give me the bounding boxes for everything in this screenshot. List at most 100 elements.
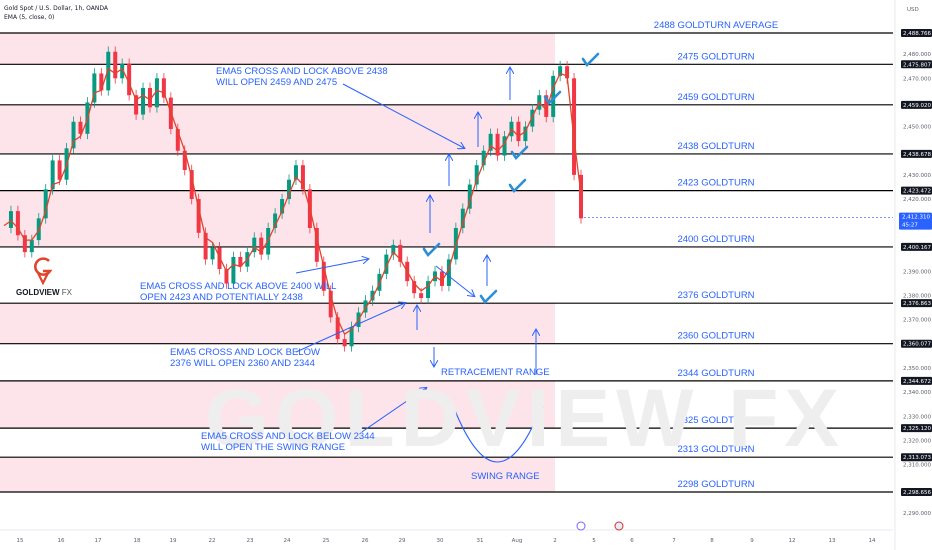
y-tick-11: 2,320.000: [903, 438, 931, 444]
y-tick-8: 2,350.000: [903, 366, 931, 372]
level-badge-text-6: 2,376.863: [903, 301, 931, 307]
level-tag-7: 2360 GOLDTURN: [677, 331, 754, 342]
level-tag-1: 2475 GOLDTURN: [677, 51, 754, 62]
candle-body-27: [189, 170, 194, 200]
level-tag-10: 2313 GOLDTURN: [677, 444, 754, 455]
candle-body-28: [196, 199, 201, 233]
event-flag-icon: [614, 521, 624, 531]
candle-body-6: [43, 189, 48, 219]
level-tag-11: 2298 GOLDTURN: [677, 479, 754, 490]
candle-body-79: [551, 75, 556, 117]
level-badge-11: [901, 488, 932, 496]
symbol-title[interactable]: Gold Spot / U.S. Dollar, 1h, OANDA: [4, 5, 108, 12]
candle-body-13: [92, 73, 97, 103]
y-tick-2: 2,450.000: [903, 125, 931, 131]
level-badge-8: [901, 376, 932, 385]
level-badge-4: [901, 186, 932, 195]
candle-body-64: [446, 259, 451, 286]
candle-body-67: [467, 184, 472, 209]
level-badge-text-10: 2,313.073: [903, 455, 931, 461]
price-axis[interactable]: 2,488.766 2,475.807 2,459.020 2,438.678 2,42…: [899, 7, 932, 517]
level-badge-9: [901, 424, 932, 433]
x-tick-5: 22: [209, 538, 216, 544]
x-tick-17: 7: [672, 538, 676, 544]
candle-body-21: [147, 87, 152, 108]
candle-body-23: [161, 78, 166, 98]
candle-body-81: [565, 66, 570, 79]
level-badge-text-7: 2,360.077: [903, 342, 931, 348]
y-tick-9: 2,340.000: [903, 390, 931, 396]
candle-body-66: [460, 208, 465, 229]
candle-body-61: [426, 281, 431, 299]
candle-body-57: [398, 244, 403, 262]
candle-body-82: [572, 78, 577, 175]
x-tick-18: 8: [710, 538, 714, 544]
x-tick-7: 24: [284, 538, 291, 544]
candle-body-70: [488, 133, 493, 151]
level-badge-text-4: 2,423.472: [903, 189, 931, 195]
y-tick-13: 2,290.000: [903, 511, 931, 517]
candle-body-18: [127, 63, 132, 96]
candle-body-40: [280, 199, 285, 214]
level-tags: 2488 GOLDTURN AVERAGE 2475 GOLDTURN 2459 G…: [654, 20, 778, 490]
candle-body-52: [363, 300, 368, 313]
candle-body-74: [516, 121, 521, 142]
x-tick-1: 16: [58, 538, 65, 544]
last-price-countdown: 45:27: [902, 223, 918, 229]
check-marks: [422, 52, 600, 305]
level-tag-4: 2423 GOLDTURN: [677, 178, 754, 189]
level-tag-5: 2400 GOLDTURN: [677, 234, 754, 245]
candle-body-26: [182, 150, 187, 171]
candle-body-75: [523, 126, 528, 142]
candle-body-59: [412, 281, 417, 294]
candle-body-42: [293, 165, 298, 180]
note-ema-2400: EMA5 CROSS AND LOCK ABOVE 2400 WILL OPEN …: [140, 281, 337, 303]
note-ema-2438: EMA5 CROSS AND LOCK ABOVE 2438 WILL OPEN …: [216, 66, 388, 88]
check-mark-5: [479, 289, 498, 305]
candle-body-32: [224, 269, 229, 284]
ema-series: [3, 67, 582, 336]
zone-4: [0, 380, 555, 429]
candle-body-7: [50, 160, 55, 190]
x-tick-13: Aug: [512, 538, 523, 544]
indicator-legend[interactable]: EMA (5, close, 0): [4, 14, 55, 21]
x-tick-14: 2: [553, 538, 557, 544]
level-tag-2: 2459 GOLDTURN: [677, 92, 754, 103]
candle-body-30: [210, 247, 215, 260]
currency-label: USD: [907, 7, 919, 13]
y-tick-7: 2,370.000: [903, 318, 931, 324]
candle-body-11: [78, 121, 83, 134]
level-badge-5: [901, 242, 932, 251]
level-badge-text-11: 2,298.656: [903, 490, 931, 496]
candle-body-39: [273, 213, 278, 229]
level-badge-1: [901, 60, 932, 69]
level-badge-text-9: 2,325.120: [903, 426, 931, 432]
level-tag-9: 2325 GOLDTURN: [677, 415, 754, 426]
goldview-logo-text: GOLDVIEW FX: [16, 288, 73, 297]
candle-body-78: [544, 95, 549, 117]
candle-body-55: [384, 254, 389, 274]
candle-body-22: [154, 78, 159, 108]
candle-body-68: [474, 165, 479, 185]
level-tag-6: 2376 GOLDTURN: [677, 290, 754, 301]
candle-body-43: [300, 165, 305, 190]
level-badge-3: [901, 149, 932, 158]
candle-body-72: [502, 136, 507, 156]
check-mark-1: [543, 90, 562, 106]
level-badge-6: [901, 299, 932, 308]
level-badge-10: [901, 453, 932, 462]
y-tick-1: 2,470.000: [903, 76, 931, 82]
candle-body-36: [252, 237, 257, 253]
level-badge-text-2: 2,459.020: [903, 103, 931, 109]
x-tick-21: 13: [829, 538, 836, 544]
projection-arrows: [295, 68, 542, 463]
time-axis[interactable]: 15 16 17 18 19 22 23 24 25 26 29 30 31 Aug 2 5 6 7 8 9 12 13 1…: [0, 0, 896, 550]
candle-body-46: [321, 261, 326, 291]
x-tick-6: 23: [247, 538, 254, 544]
y-tick-5: 2,390.000: [903, 269, 931, 275]
check-mark-4: [422, 242, 441, 258]
candle-body-33: [231, 256, 236, 284]
ema-line: [3, 67, 582, 336]
level-badge-text-1: 2,475.807: [903, 62, 931, 68]
